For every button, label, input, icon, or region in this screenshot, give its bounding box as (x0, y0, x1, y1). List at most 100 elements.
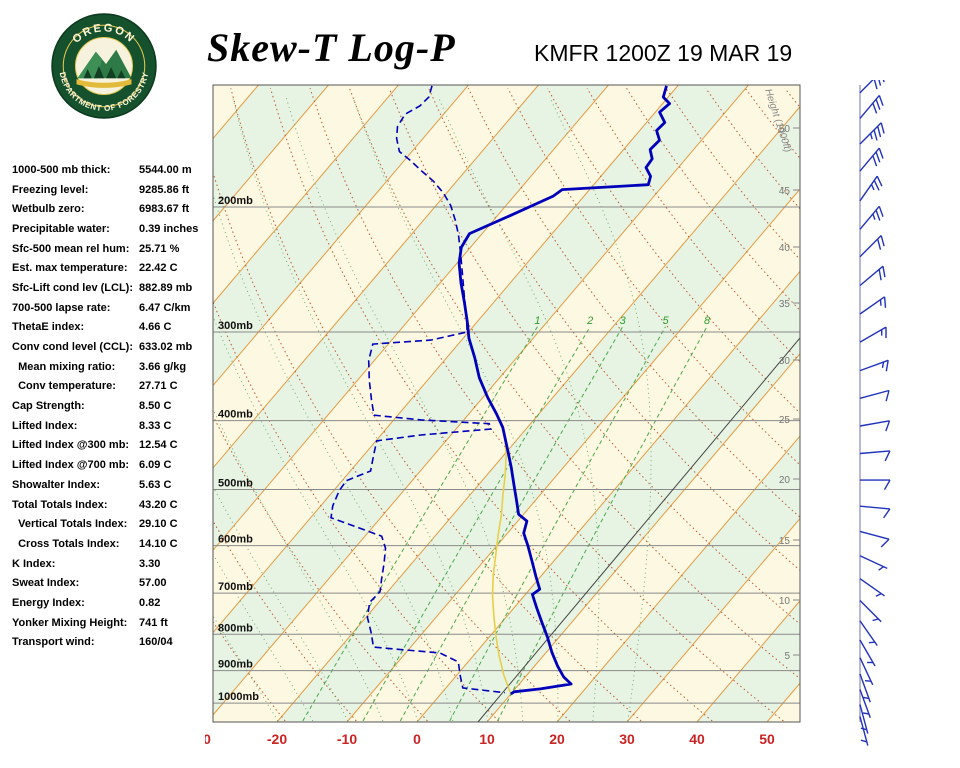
index-value: 22.42 C (139, 262, 178, 275)
index-row: Mean mixing ratio: 3.66 g/kg (12, 357, 210, 377)
pressure-label: 1000mb (218, 691, 259, 703)
index-value: 9285.86 ft (139, 183, 190, 196)
logo-gold-ring (62, 24, 146, 108)
dewpoint-curve (330, 85, 505, 694)
index-value: 57.00 (139, 577, 167, 590)
logo-trees-icon (83, 66, 126, 79)
chart-border (212, 84, 801, 723)
wind-barbs (859, 80, 891, 746)
temp-axis-label: 20 (549, 731, 565, 747)
height-label: 45 (779, 186, 791, 197)
index-value: 8.50 C (139, 400, 172, 413)
index-label: Mean mixing ratio: (12, 360, 116, 373)
pressure-label: 600mb (218, 534, 253, 546)
index-row: Vertical Totals Index: 29.10 C (12, 514, 210, 534)
height-label: 5 (784, 651, 790, 662)
index-row: Lifted Index @300 mb: 12.54 C (12, 436, 210, 456)
pressure-label: 900mb (218, 659, 253, 671)
temperature-curve (457, 85, 672, 696)
index-label: Transport wind: (12, 636, 95, 649)
index-value: 0.82 (139, 596, 161, 609)
index-value: 3.66 g/kg (139, 360, 187, 373)
temp-axis-label: 0 (205, 731, 211, 747)
index-value: 5544.00 m (139, 163, 192, 176)
index-label: Energy Index: (12, 596, 85, 609)
index-row: Transport wind: 160/04 (12, 633, 210, 653)
index-row: Cross Totals Index: 14.10 C (12, 534, 210, 554)
index-value: 25.71 % (139, 242, 180, 255)
index-row: Cap Strength: 8.50 C (12, 396, 210, 416)
pressure-label: 700mb (218, 581, 253, 593)
temp-axis-label: 10 (479, 731, 495, 747)
height-label: 40 (779, 243, 791, 254)
index-label: 1000-500 mb thick: (12, 163, 111, 176)
index-value: 160/04 (139, 636, 173, 649)
temp-axis-label: -20 (267, 731, 287, 747)
height-label: 25 (779, 415, 791, 426)
index-row: Yonker Mixing Height: 741 ft (12, 613, 210, 633)
index-label: Vertical Totals Index: (12, 518, 128, 531)
index-value: 633.02 mb (139, 341, 193, 354)
index-value: 882.89 mb (139, 281, 193, 294)
index-label: Sweat Index: (12, 577, 80, 590)
index-row: ThetaE index: 4.66 C (12, 318, 210, 338)
index-row: 700-500 lapse rate: 6.47 C/km (12, 298, 210, 318)
index-value: 741 ft (139, 616, 168, 629)
index-row: Showalter Index: 5.63 C (12, 475, 210, 495)
mixing-ratio-label: 8 (704, 315, 711, 327)
index-label: Sfc-Lift cond lev (LCL): (12, 281, 133, 294)
temp-axis-label: 0 (413, 731, 421, 747)
index-label: Precipitable water: (12, 222, 110, 235)
index-value: 6.09 C (139, 459, 172, 472)
parcel-curve (491, 425, 512, 695)
index-label: Wetbulb zero: (12, 203, 85, 216)
height-label: 50 (779, 124, 791, 135)
index-value: 8.33 C (139, 419, 172, 432)
temp-axis-label: 30 (619, 731, 635, 747)
height-label: 10 (779, 596, 791, 607)
indices-panel: 1000-500 mb thick: 5544.00 m Freezing leve… (12, 160, 210, 652)
index-label: Cap Strength: (12, 400, 85, 413)
index-value: 5.63 C (139, 478, 172, 491)
height-label: 30 (779, 356, 791, 367)
index-row: 1000-500 mb thick: 5544.00 m (12, 160, 210, 180)
page-title: Skew-T Log-P (207, 25, 456, 70)
reference-line (477, 337, 800, 722)
index-value: 6983.67 ft (139, 203, 190, 216)
mixing-ratio-label: 2 (586, 315, 593, 327)
index-row: Conv temperature: 27.71 C (12, 377, 210, 397)
index-row: Sweat Index: 57.00 (12, 573, 210, 593)
index-value: 3.30 (139, 557, 161, 570)
index-value: 0.39 inches (139, 222, 199, 235)
index-value: 27.71 C (139, 380, 178, 393)
index-label: Yonker Mixing Height: (12, 616, 128, 629)
index-row: Total Totals Index: 43.20 C (12, 495, 210, 515)
index-label: Cross Totals Index: (12, 537, 120, 550)
pressure-label: 800mb (218, 622, 253, 634)
skewt-chart-area: 1 2 3 5 8 200mb 300mb 400mb 500mb 600mb 700mb 800mb… (205, 80, 960, 768)
station-datetime: KMFR 1200Z 19 MAR 19 (534, 40, 793, 66)
index-row: Est. max temperature: 22.42 C (12, 258, 210, 278)
index-row: Lifted Index @700 mb: 6.09 C (12, 455, 210, 475)
index-value: 29.10 C (139, 518, 178, 531)
index-label: Lifted Index: (12, 419, 78, 432)
index-label: Lifted Index @300 mb: (12, 439, 130, 452)
oregon-forestry-logo: OREGON DEPARTMENT OF FORESTRY (51, 13, 157, 119)
chart-grid (213, 85, 800, 722)
index-value: 6.47 C/km (139, 301, 191, 314)
height-label: 15 (779, 536, 791, 547)
index-row: Precipitable water: 0.39 inches (12, 219, 210, 239)
logo-mountain-highlight (77, 51, 102, 79)
index-row: Conv cond level (CCL): 633.02 mb (12, 337, 210, 357)
index-value: 4.66 C (139, 321, 172, 334)
temp-axis-label: -10 (337, 731, 357, 747)
index-label: Sfc-500 mean rel hum: (12, 242, 130, 255)
pressure-label: 500mb (218, 477, 253, 489)
index-row: Sfc-Lift cond lev (LCL): 882.89 mb (12, 278, 210, 298)
index-label: Conv temperature: (12, 380, 116, 393)
mixing-ratio-label: 1 (534, 315, 540, 327)
index-label: Showalter Index: (12, 478, 101, 491)
mixing-ratio-label: 5 (663, 315, 670, 327)
index-row: Freezing level: 9285.86 ft (12, 180, 210, 200)
